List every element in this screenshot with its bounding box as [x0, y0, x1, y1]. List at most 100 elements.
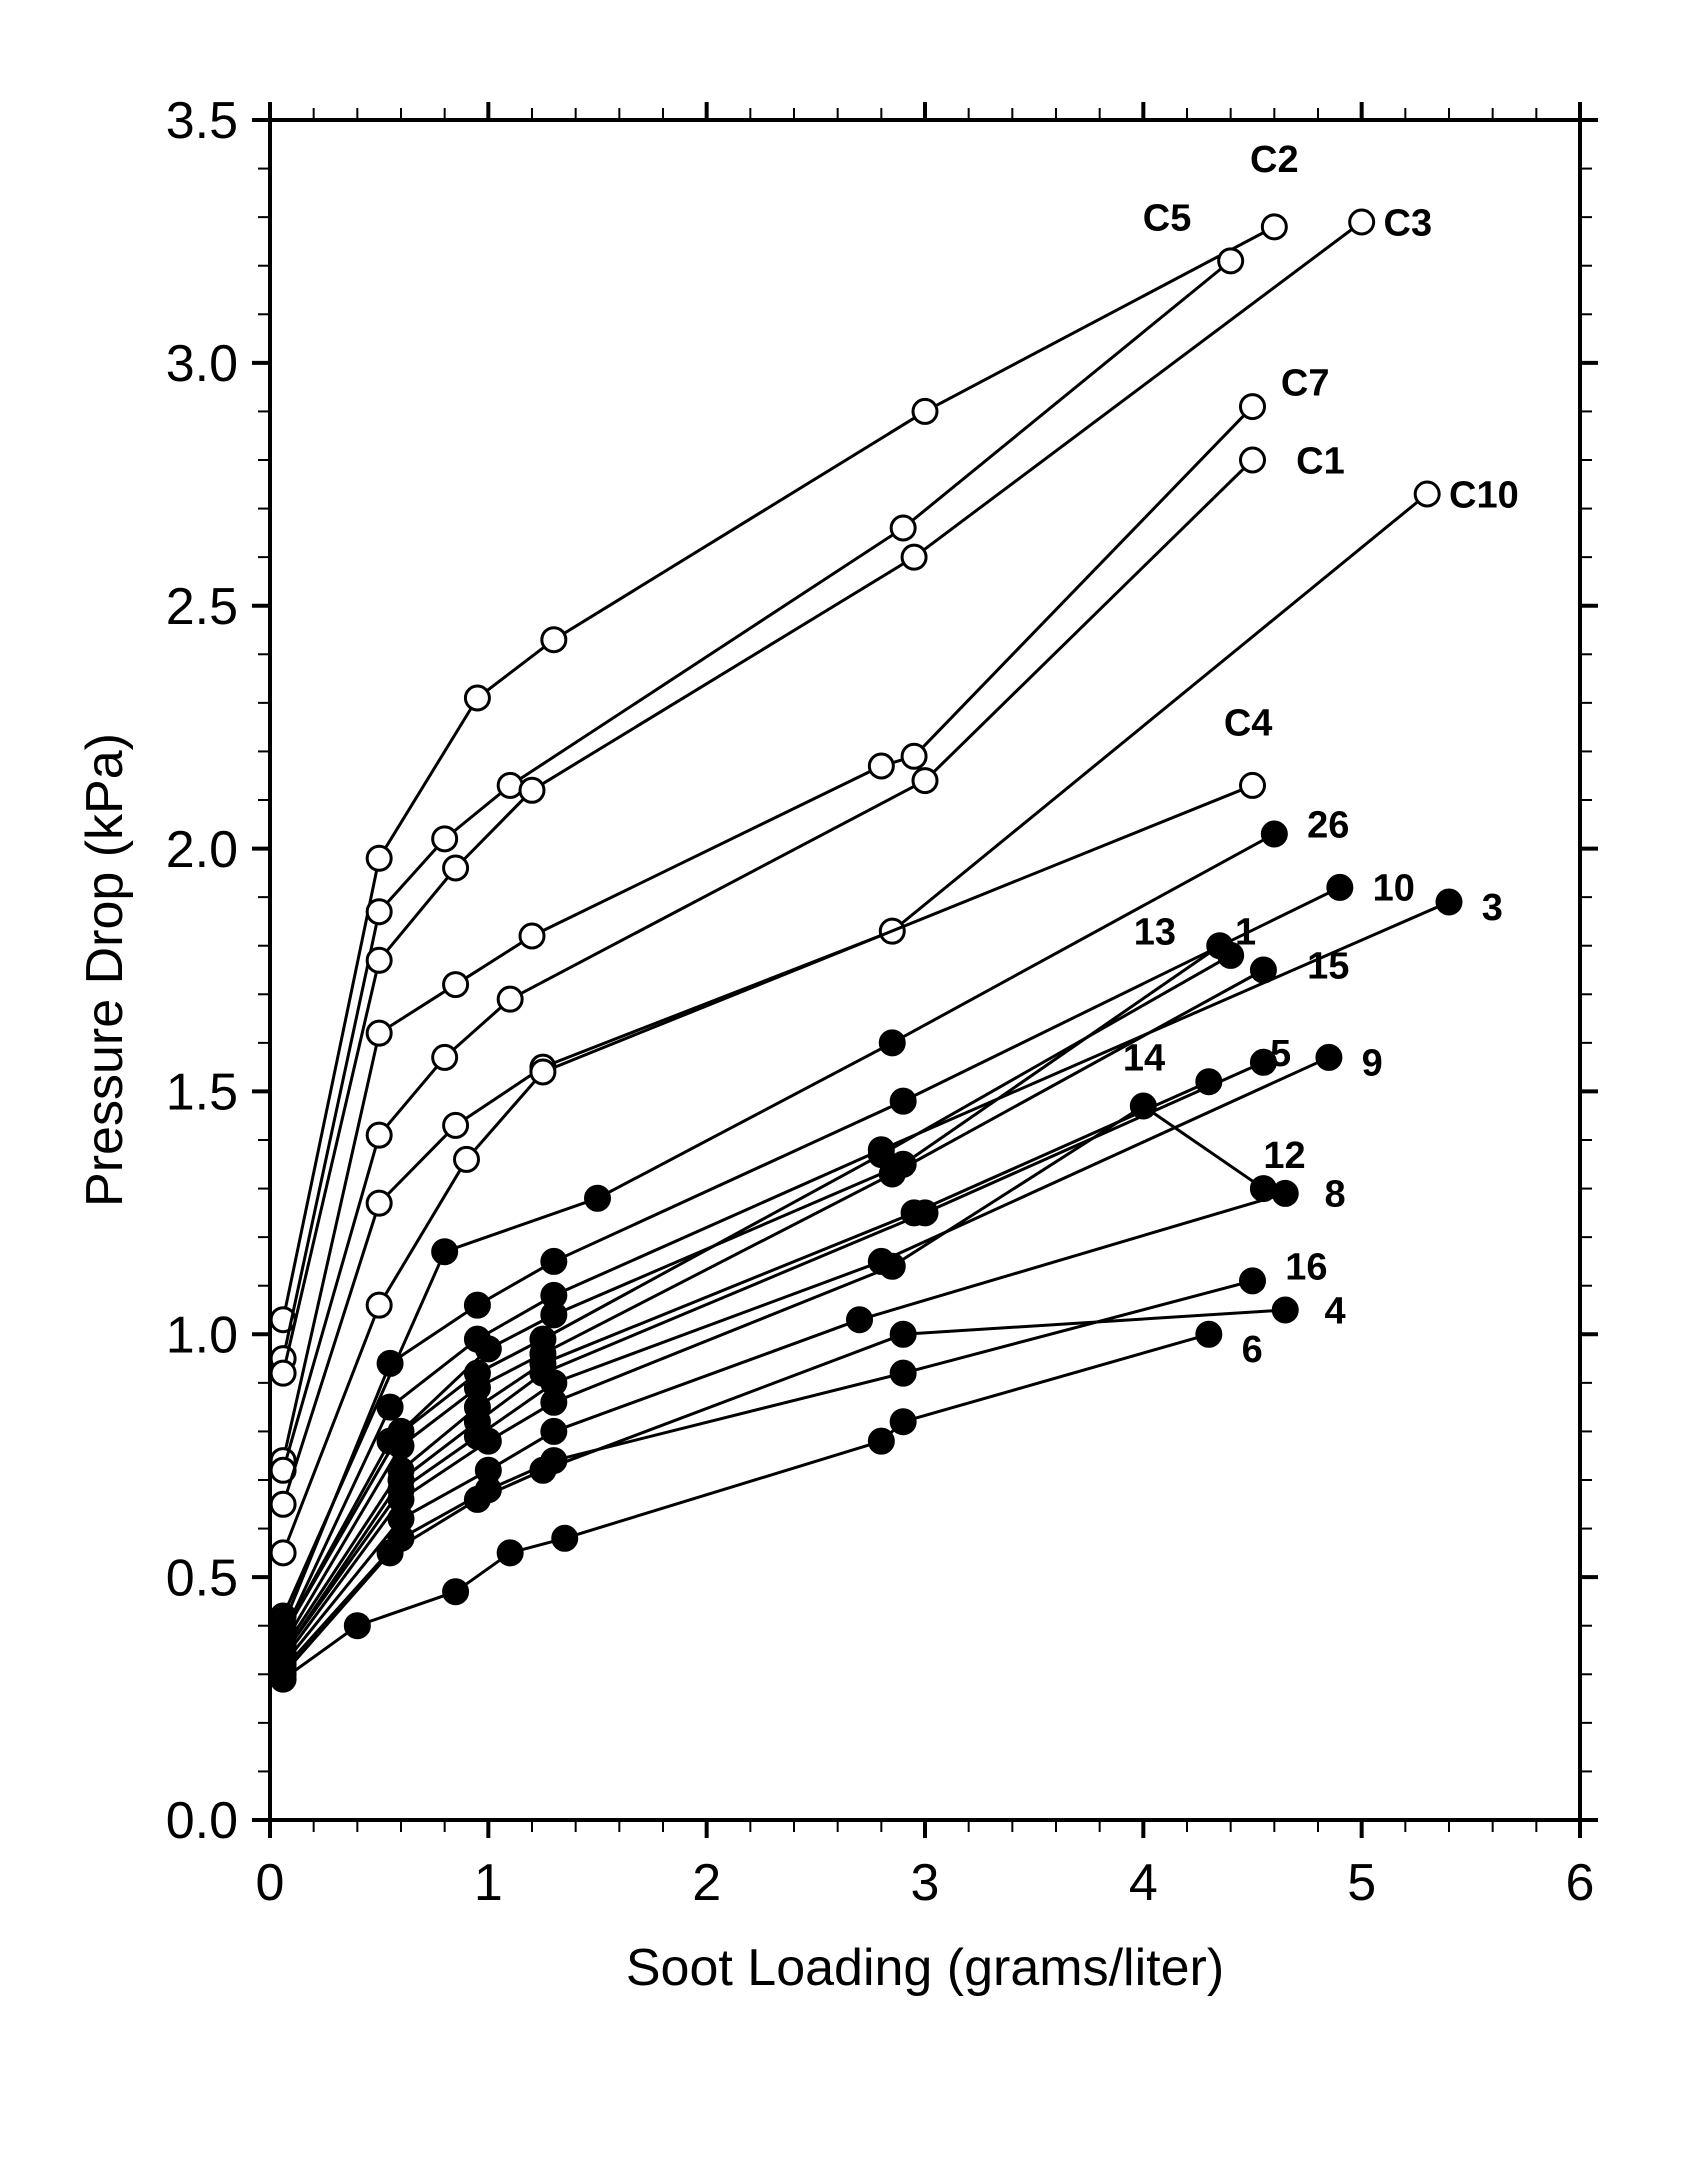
series-marker-4	[891, 1322, 915, 1346]
page-container: { "chart": { "type": "line-scatter", "ba…	[0, 0, 1695, 2162]
series-marker-C2	[913, 399, 937, 423]
series-label-1: 1	[1235, 911, 1256, 953]
series-marker-26	[433, 1240, 457, 1264]
series-marker-4	[1273, 1298, 1297, 1322]
series-marker-8	[1273, 1181, 1297, 1205]
series-marker-C2	[1262, 215, 1286, 239]
series-label-C5: C5	[1143, 197, 1192, 239]
series-marker-6	[498, 1541, 522, 1565]
series-marker-C5	[498, 773, 522, 797]
series-marker-C10	[1415, 482, 1439, 506]
series-marker-C10	[271, 1492, 295, 1516]
x-tick-label: 1	[474, 1854, 503, 1912]
series-label-C7: C7	[1281, 363, 1330, 405]
series-marker-C5	[891, 516, 915, 540]
series-marker-C3	[520, 778, 544, 802]
series-marker-C10	[367, 1191, 391, 1215]
series-marker-6	[891, 1410, 915, 1434]
series-marker-10	[542, 1249, 566, 1273]
series-marker-26	[1262, 822, 1286, 846]
series-marker-C4	[1241, 773, 1265, 797]
series-marker-C3	[444, 856, 468, 880]
series-marker-C5	[1219, 249, 1243, 273]
series-marker-C7	[520, 924, 544, 948]
series-marker-C7	[1241, 395, 1265, 419]
series-marker-C7	[444, 973, 468, 997]
series-label-C1: C1	[1296, 440, 1345, 482]
chart-background	[0, 0, 1695, 2162]
series-label-15: 15	[1307, 945, 1349, 987]
series-marker-12	[542, 1390, 566, 1414]
series-label-4: 4	[1325, 1290, 1346, 1332]
series-marker-6	[869, 1429, 893, 1453]
series-marker-8	[542, 1419, 566, 1443]
series-label-8: 8	[1325, 1174, 1346, 1216]
series-marker-12	[1131, 1094, 1155, 1118]
series-label-9: 9	[1362, 1043, 1383, 1085]
series-marker-C3	[902, 545, 926, 569]
series-label-16: 16	[1285, 1247, 1327, 1289]
series-marker-C3	[1350, 210, 1374, 234]
series-marker-13	[476, 1337, 500, 1361]
series-marker-C5	[433, 827, 457, 851]
series-marker-4	[531, 1458, 555, 1482]
series-marker-C3	[271, 1361, 295, 1385]
x-tick-label: 5	[1347, 1854, 1376, 1912]
y-tick-label: 1.0	[166, 1306, 238, 1364]
series-marker-C1	[367, 1123, 391, 1147]
series-marker-10	[378, 1351, 402, 1375]
series-label-6: 6	[1242, 1329, 1263, 1371]
x-tick-label: 3	[911, 1854, 940, 1912]
series-label-13: 13	[1134, 911, 1176, 953]
series-marker-C10	[444, 1113, 468, 1137]
series-marker-9	[1317, 1045, 1341, 1069]
series-marker-C2	[542, 628, 566, 652]
y-axis-label: Pressure Drop (kPa)	[76, 733, 134, 1207]
series-marker-C5	[367, 900, 391, 924]
series-marker-C1	[498, 987, 522, 1011]
y-tick-label: 1.5	[166, 1064, 238, 1122]
series-marker-C7	[869, 754, 893, 778]
y-tick-label: 0.0	[166, 1792, 238, 1850]
series-marker-C4	[455, 1147, 479, 1171]
series-marker-8	[848, 1308, 872, 1332]
series-marker-4	[465, 1487, 489, 1511]
series-marker-C7	[902, 744, 926, 768]
pressure-drop-chart: 01234560.00.51.01.52.02.53.03.5Soot Load…	[0, 0, 1695, 2162]
x-tick-label: 0	[256, 1854, 285, 1912]
series-marker-C1	[433, 1045, 457, 1069]
x-tick-label: 2	[692, 1854, 721, 1912]
series-marker-26	[880, 1031, 904, 1055]
series-marker-12	[880, 1254, 904, 1278]
series-marker-5	[913, 1201, 937, 1225]
series-marker-C2	[465, 686, 489, 710]
series-label-3: 3	[1482, 887, 1503, 929]
series-marker-3	[1437, 890, 1461, 914]
y-tick-label: 3.0	[166, 335, 238, 393]
series-label-C3: C3	[1384, 202, 1433, 244]
series-marker-6	[553, 1526, 577, 1550]
y-tick-label: 0.5	[166, 1549, 238, 1607]
series-marker-10	[1328, 875, 1352, 899]
series-marker-C4	[367, 1293, 391, 1317]
series-marker-C1	[1241, 448, 1265, 472]
series-marker-C1	[913, 769, 937, 793]
y-tick-label: 2.0	[166, 821, 238, 879]
series-label-14: 14	[1123, 1038, 1165, 1080]
series-label-C4: C4	[1224, 703, 1273, 745]
series-marker-C3	[367, 948, 391, 972]
series-label-C10: C10	[1449, 474, 1519, 516]
series-marker-C4	[271, 1541, 295, 1565]
series-marker-C2	[367, 846, 391, 870]
x-tick-label: 4	[1129, 1854, 1158, 1912]
series-marker-10	[891, 1089, 915, 1113]
y-tick-label: 3.5	[166, 92, 238, 150]
series-label-5: 5	[1270, 1033, 1291, 1075]
series-label-26: 26	[1307, 805, 1349, 847]
series-marker-16	[1241, 1269, 1265, 1293]
series-marker-3	[378, 1395, 402, 1419]
series-label-C2: C2	[1250, 139, 1299, 181]
series-marker-26	[586, 1186, 610, 1210]
x-axis-label: Soot Loading (grams/liter)	[626, 1939, 1224, 1997]
series-marker-12	[476, 1429, 500, 1453]
